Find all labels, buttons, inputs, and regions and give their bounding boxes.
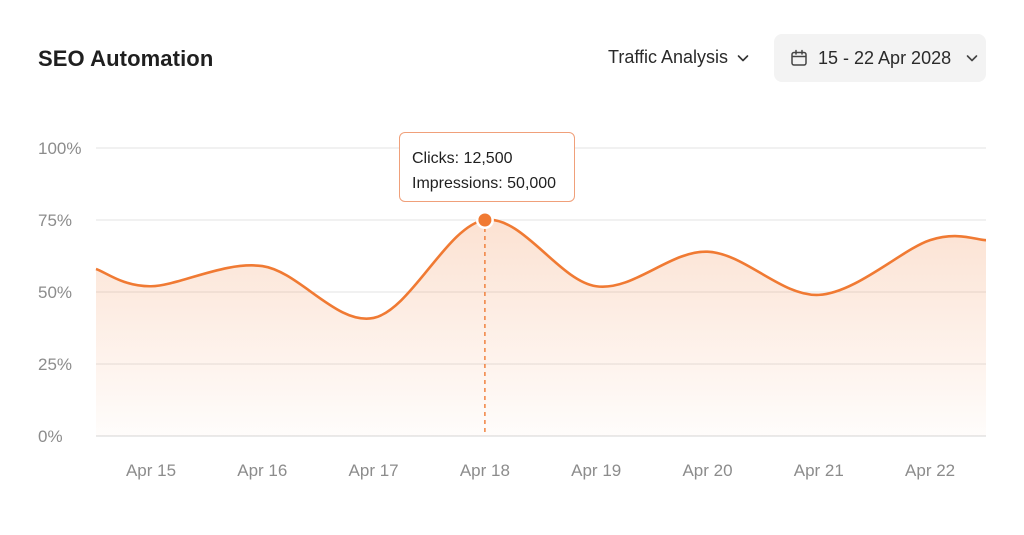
x-tick-label: Apr 17 [349,461,399,480]
x-tick-label: Apr 16 [237,461,287,480]
page-title: SEO Automation [38,46,214,71]
area-fill [96,219,986,436]
x-tick-label: Apr 22 [905,461,955,480]
y-tick-label: 100% [38,139,81,158]
tooltip-impressions: Impressions: 50,000 [412,175,557,192]
y-tick-label: 25% [38,355,72,374]
x-tick-label: Apr 15 [126,461,176,480]
series-line [95,218,987,320]
date-range-picker[interactable]: 15 - 22 Apr 2028 [774,34,986,82]
date-range-label: 15 - 22 Apr 2028 [818,47,952,68]
y-tick-label: 0% [38,427,63,446]
x-tick-label: Apr 18 [460,461,510,480]
chevron-down-icon [737,54,749,61]
x-tick-label: Apr 19 [571,461,621,480]
data-tooltip: Clicks: 12,500 Impressions: 50,000 [399,132,575,202]
traffic-analysis-dropdown[interactable]: Traffic Analysis [608,47,750,68]
chevron-down-icon [966,55,978,62]
x-tick-label: Apr 21 [794,461,844,480]
calendar-icon [791,49,807,66]
traffic-analysis-label: Traffic Analysis [608,47,729,67]
y-tick-label: 75% [38,211,72,230]
x-tick-label: Apr 20 [682,461,732,480]
tooltip-clicks: Clicks: 12,500 [412,150,513,167]
y-tick-label: 50% [38,283,72,302]
highlight-point [478,213,492,227]
